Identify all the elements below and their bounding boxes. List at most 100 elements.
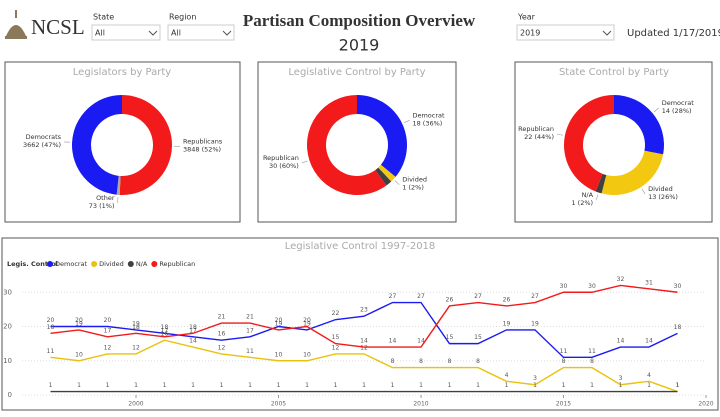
data-label: 27 bbox=[531, 293, 539, 300]
data-label: 1 bbox=[191, 382, 195, 389]
y-tick-label: 20 bbox=[3, 323, 12, 331]
slice-value: 73 (1%) bbox=[89, 202, 115, 210]
data-label: 10 bbox=[275, 351, 283, 358]
page-subtitle: 2019 bbox=[339, 36, 380, 55]
filter-label: State bbox=[93, 13, 114, 22]
data-label: 19 bbox=[275, 320, 283, 327]
data-label: 12 bbox=[132, 344, 140, 351]
data-label: 20 bbox=[104, 317, 112, 324]
data-label: 15 bbox=[446, 334, 454, 341]
data-label: 21 bbox=[246, 314, 254, 321]
legend-marker bbox=[128, 261, 134, 267]
data-label: 8 bbox=[476, 358, 480, 365]
data-label: 27 bbox=[389, 293, 397, 300]
data-label: 1 bbox=[305, 382, 309, 389]
data-label: 1 bbox=[77, 382, 81, 389]
slice-value: 1 (2%) bbox=[571, 199, 593, 207]
data-label: 14 bbox=[417, 338, 425, 345]
legend-marker bbox=[91, 261, 97, 267]
data-label: 17 bbox=[104, 327, 112, 334]
data-label: 15 bbox=[474, 334, 482, 341]
slice-value: 22 (44%) bbox=[524, 133, 554, 141]
data-label: 10 bbox=[303, 351, 311, 358]
slice-label: Other bbox=[96, 194, 115, 202]
legend-label: Democrat bbox=[55, 260, 88, 268]
data-label: 23 bbox=[360, 307, 368, 314]
data-label: 1 bbox=[590, 382, 594, 389]
data-label: 8 bbox=[391, 358, 395, 365]
x-tick-label: 2005 bbox=[271, 401, 286, 408]
slice-label: N/A bbox=[582, 191, 594, 199]
data-label: 18 bbox=[47, 324, 55, 331]
data-label: 16 bbox=[218, 331, 226, 338]
slice-value: 3662 (47%) bbox=[23, 141, 61, 149]
data-label: 14 bbox=[617, 338, 625, 345]
x-tick-label: 2010 bbox=[413, 401, 428, 408]
slice-label: Democrat bbox=[662, 99, 695, 107]
x-tick-label: 2020 bbox=[698, 401, 713, 408]
data-label: 11 bbox=[246, 348, 254, 355]
x-tick-label: 2015 bbox=[556, 401, 571, 408]
data-label: 12 bbox=[332, 344, 340, 351]
slice-value: 13 (26%) bbox=[648, 193, 678, 201]
x-tick-label: 2000 bbox=[128, 401, 143, 408]
data-label: 1 bbox=[476, 382, 480, 389]
data-label: 14 bbox=[189, 338, 197, 345]
logo-text: NCSL bbox=[31, 15, 85, 39]
data-label: 12 bbox=[218, 344, 226, 351]
data-label: 8 bbox=[448, 358, 452, 365]
data-label: 22 bbox=[332, 310, 340, 317]
data-label: 1 bbox=[106, 382, 110, 389]
data-label: 11 bbox=[47, 348, 55, 355]
slice-label: Divided bbox=[648, 185, 673, 193]
data-label: 26 bbox=[446, 296, 454, 303]
data-label: 18 bbox=[132, 324, 140, 331]
data-label: 18 bbox=[189, 324, 197, 331]
legend-label: Divided bbox=[99, 260, 124, 268]
data-label: 4 bbox=[505, 372, 509, 379]
data-label: 32 bbox=[617, 276, 625, 283]
data-label: 1 bbox=[334, 382, 338, 389]
data-label: 10 bbox=[75, 351, 83, 358]
chart-title: Legislative Control by Party bbox=[288, 67, 425, 78]
card bbox=[515, 62, 712, 222]
filter-label: Year bbox=[517, 13, 536, 22]
slice-label: Democrats bbox=[26, 133, 62, 141]
data-label: 14 bbox=[389, 338, 397, 345]
data-label: 1 bbox=[562, 382, 566, 389]
slice-value: 30 (60%) bbox=[269, 162, 299, 170]
slice-label: Republican bbox=[263, 154, 299, 162]
chart-title: Legislative Control 1997-2018 bbox=[285, 241, 436, 252]
slice-label: Divided bbox=[402, 176, 427, 184]
data-label: 14 bbox=[645, 338, 653, 345]
data-label: 4 bbox=[647, 372, 651, 379]
legend-marker bbox=[151, 261, 157, 267]
data-label: 15 bbox=[332, 334, 340, 341]
data-label: 1 bbox=[163, 382, 167, 389]
data-label: 1 bbox=[647, 382, 651, 389]
data-label: 31 bbox=[645, 279, 653, 286]
data-label: 12 bbox=[360, 344, 368, 351]
filter-label: Region bbox=[169, 13, 196, 22]
data-label: 20 bbox=[303, 317, 311, 324]
data-label: 1 bbox=[277, 382, 281, 389]
y-tick-label: 10 bbox=[3, 357, 12, 365]
data-label: 1 bbox=[419, 382, 423, 389]
data-label: 1 bbox=[619, 382, 623, 389]
data-label: 30 bbox=[560, 283, 568, 290]
page-title: Partisan Composition Overview bbox=[243, 11, 476, 30]
data-label: 1 bbox=[676, 382, 680, 389]
data-label: 1 bbox=[362, 382, 366, 389]
data-label: 11 bbox=[588, 348, 596, 355]
data-label: 8 bbox=[562, 358, 566, 365]
data-label: 1 bbox=[533, 382, 537, 389]
filter-value: All bbox=[95, 29, 105, 38]
legend-label: N/A bbox=[136, 260, 148, 268]
slice-value: 1 (2%) bbox=[402, 184, 424, 192]
data-label: 1 bbox=[49, 382, 53, 389]
slice-label: Republicans bbox=[183, 137, 223, 145]
legend-label: Republican bbox=[159, 260, 195, 268]
slice-value: 18 (36%) bbox=[412, 119, 442, 127]
filter-value: 2019 bbox=[520, 29, 540, 38]
